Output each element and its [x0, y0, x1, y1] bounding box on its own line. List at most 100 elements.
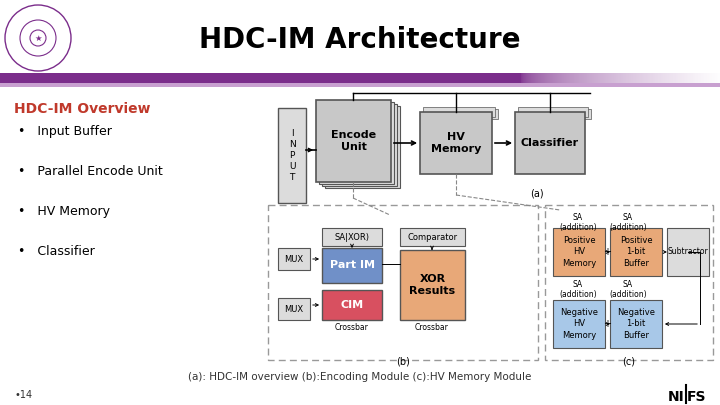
Bar [525, 73, 526, 83]
Bar [532, 73, 533, 83]
Bar [622, 73, 623, 83]
Bar [0, 73, 720, 83]
Bar [707, 73, 708, 83]
Bar [667, 73, 668, 83]
Bar [541, 73, 542, 83]
Bar [653, 73, 654, 83]
Bar [649, 73, 650, 83]
Bar [691, 73, 692, 83]
Bar [582, 73, 583, 83]
Bar [628, 73, 629, 83]
Bar [646, 73, 647, 83]
Text: Subtractor: Subtractor [667, 247, 708, 256]
Bar [652, 73, 653, 83]
Bar [680, 73, 681, 83]
Bar [556, 73, 557, 83]
Text: (c): (c) [623, 356, 636, 366]
Text: FS: FS [687, 390, 706, 404]
Bar [548, 73, 549, 83]
Bar [553, 73, 554, 83]
Bar [528, 73, 529, 83]
Bar [719, 73, 720, 83]
Bar [676, 73, 677, 83]
Bar [629, 73, 630, 83]
Bar [570, 73, 571, 83]
Bar [636, 73, 637, 83]
Bar [553, 228, 605, 276]
Text: (b): (b) [396, 356, 410, 366]
Bar [554, 73, 555, 83]
Bar [535, 73, 536, 83]
Bar [610, 300, 662, 348]
Bar [700, 73, 701, 83]
Bar [679, 73, 680, 83]
Bar [278, 298, 310, 320]
Text: SA|XOR): SA|XOR) [335, 232, 369, 241]
Bar [623, 73, 624, 83]
Text: Crossbar: Crossbar [415, 323, 449, 332]
Bar [322, 228, 382, 246]
Text: Positive
1-bit
Buffer: Positive 1-bit Buffer [620, 237, 652, 268]
Bar [704, 73, 705, 83]
Text: ★: ★ [35, 34, 42, 43]
Bar [644, 73, 645, 83]
Bar [521, 73, 522, 83]
Bar [647, 73, 648, 83]
Bar [624, 73, 625, 83]
Bar [563, 73, 564, 83]
Bar [533, 73, 534, 83]
Bar [669, 73, 670, 83]
Bar [578, 73, 579, 83]
Bar [605, 73, 606, 83]
Bar [322, 104, 397, 186]
Bar [670, 73, 671, 83]
Bar [635, 73, 636, 83]
Bar [632, 73, 633, 83]
Bar [645, 73, 646, 83]
Bar [599, 73, 600, 83]
Bar [573, 73, 574, 83]
Bar [545, 73, 546, 83]
Bar [641, 73, 642, 83]
Bar [626, 73, 627, 83]
Bar [568, 73, 569, 83]
Bar [716, 73, 717, 83]
Bar [557, 73, 558, 83]
Bar [583, 73, 584, 83]
Bar [545, 205, 713, 360]
Bar [604, 73, 605, 83]
Bar [539, 73, 540, 83]
Bar [542, 73, 543, 83]
Bar [664, 73, 665, 83]
Bar [637, 73, 638, 83]
Bar [662, 73, 663, 83]
Bar [650, 73, 651, 83]
Bar [659, 73, 660, 83]
Text: SA
(addition): SA (addition) [559, 213, 597, 232]
Bar [689, 73, 690, 83]
Text: NI: NI [668, 390, 685, 404]
Bar [617, 73, 618, 83]
Bar [610, 228, 662, 276]
Bar [696, 73, 697, 83]
Bar [685, 73, 686, 83]
Bar [705, 73, 706, 83]
Bar [571, 73, 572, 83]
Bar [672, 73, 673, 83]
Bar [693, 73, 694, 83]
Bar [708, 73, 709, 83]
Bar [567, 73, 568, 83]
Text: Negative
1-bit
Buffer: Negative 1-bit Buffer [617, 308, 655, 340]
Bar [675, 73, 676, 83]
Bar [580, 73, 581, 83]
Bar [322, 248, 382, 283]
Bar [677, 73, 678, 83]
Bar [681, 73, 682, 83]
Text: SA
(addition): SA (addition) [609, 213, 647, 232]
Bar [630, 73, 631, 83]
Bar [589, 73, 590, 83]
Bar [598, 73, 599, 83]
Text: Negative
HV
Memory: Negative HV Memory [560, 308, 598, 340]
Bar [540, 73, 541, 83]
Bar [638, 73, 639, 83]
